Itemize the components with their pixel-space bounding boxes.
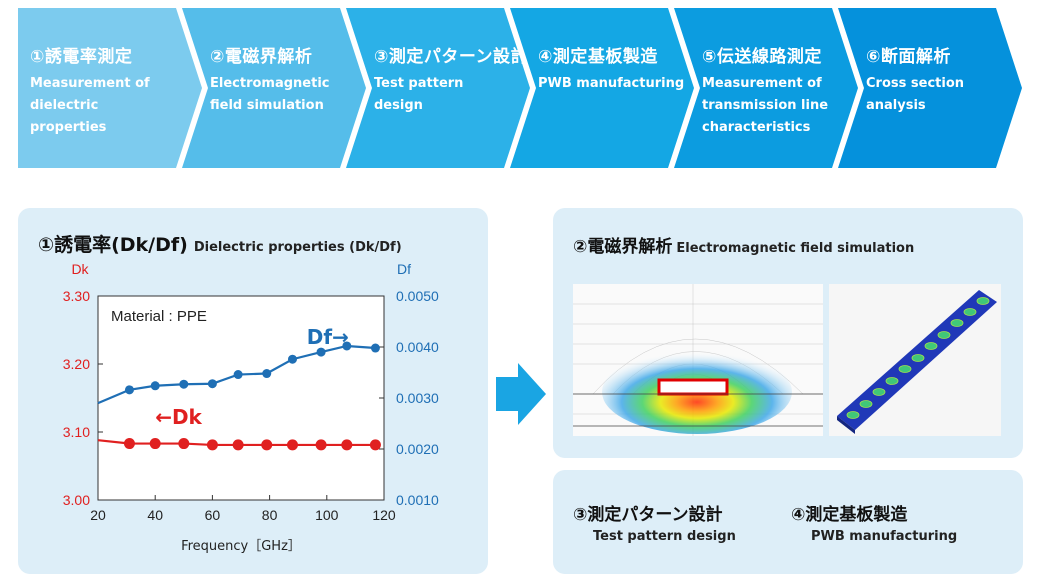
data-point-df <box>150 381 160 391</box>
em-panel-title: ②電磁界解析 Electromagnetic field simulation <box>573 232 914 257</box>
em-title-en: Electromagnetic field simulation <box>676 241 915 256</box>
em-title-jp: ②電磁界解析 <box>573 237 673 257</box>
process-step-subtitle: Test pattern design <box>374 76 464 113</box>
left-tick-label: 3.20 <box>63 356 90 372</box>
data-point-df <box>342 341 352 351</box>
process-step-title: ①誘電率測定 <box>30 47 133 67</box>
data-point-dk <box>123 438 135 450</box>
process-step-6: ⑥断面解析 Cross section analysis <box>838 8 1022 168</box>
process-steps: ①誘電率測定 Measurement of dielectric propert… <box>18 8 1023 168</box>
right-tick-label: 0.0050 <box>396 288 439 304</box>
dielectric-title-jp: ①誘電率(Dk/Df) <box>38 234 188 256</box>
process-step-4: ④測定基板製造 PWB manufacturing <box>510 8 694 168</box>
process-step-subtitle: Cross section analysis <box>866 76 965 113</box>
x-tick-label: 40 <box>147 507 163 523</box>
x-tick-label: 120 <box>372 507 396 523</box>
x-tick-label: 60 <box>205 507 221 523</box>
right-axis-label: Df <box>397 261 411 277</box>
x-tick-label: 100 <box>315 507 339 523</box>
right-tick-label: 0.0010 <box>396 492 439 508</box>
test-pattern-jp: ③測定パターン設計 <box>573 505 723 525</box>
process-step-subtitle: Measurement of transmission line charact… <box>702 76 829 135</box>
right-tick-label: 0.0020 <box>396 441 439 457</box>
data-point-df <box>316 347 326 357</box>
data-point-df <box>124 385 134 395</box>
test-pattern-item: ③測定パターン設計 Test pattern design <box>573 500 736 544</box>
data-point-df <box>287 354 297 364</box>
series-label-dk: ←Dk <box>155 405 202 429</box>
process-step-title: ④測定基板製造 <box>538 47 658 67</box>
left-axis-label: Dk <box>71 261 89 277</box>
data-point-dk <box>369 439 381 451</box>
process-step-subtitle: Measurement of dielectric properties <box>30 76 150 135</box>
process-step-title: ⑥断面解析 <box>866 47 951 67</box>
process-step-subtitle: Electromagnetic field simulation <box>210 76 330 113</box>
data-point-df <box>370 343 380 353</box>
data-point-df <box>262 369 272 379</box>
dielectric-panel-title: ①誘電率(Dk/Df) Dielectric properties (Dk/Df) <box>38 230 402 257</box>
pwb-item: ④測定基板製造 PWB manufacturing <box>791 500 957 544</box>
process-step-2: ②電磁界解析 Electromagnetic field simulation <box>182 8 366 168</box>
left-tick-label: 3.10 <box>63 424 90 440</box>
pattern-pwb-panel: ③測定パターン設計 Test pattern design ④測定基板製造 PW… <box>553 470 1023 574</box>
x-tick-label: 80 <box>262 507 278 523</box>
process-step-5: ⑤伝送線路測定 Measurement of transmission line… <box>674 8 858 168</box>
dk-df-chart: 20 40 60 80 100 120 Frequency［GHz］ 3.00 3.10 3.20… <box>63 261 439 554</box>
x-axis-label: Frequency［GHz］ <box>181 539 301 554</box>
process-step-3: ③測定パターン設計 Test pattern design <box>346 8 530 168</box>
pwb-jp: ④測定基板製造 <box>791 505 908 525</box>
process-step-title: ②電磁界解析 <box>210 47 313 67</box>
data-point-dk <box>149 438 161 450</box>
data-point-df <box>233 370 243 380</box>
flow-arrow-icon <box>496 363 546 425</box>
data-point-dk <box>206 439 218 451</box>
3d-line-model-image <box>829 284 1001 436</box>
test-pattern-en: Test pattern design <box>593 529 736 544</box>
left-tick-label: 3.00 <box>63 492 90 508</box>
dielectric-title-en: Dielectric properties (Dk/Df) <box>193 240 402 255</box>
data-point-dk <box>261 439 273 451</box>
material-annotation: Material : PPE <box>111 308 207 325</box>
data-point-dk <box>286 439 298 451</box>
data-point-dk <box>315 439 327 451</box>
series-label-df: Df→ <box>307 325 349 349</box>
right-tick-label: 0.0030 <box>396 390 439 406</box>
left-tick-label: 3.30 <box>63 288 90 304</box>
process-step-subtitle: PWB manufacturing <box>538 76 685 91</box>
process-step-title: ⑤伝送線路測定 <box>702 47 822 67</box>
data-point-dk <box>178 438 190 450</box>
field-contour-image <box>573 284 823 436</box>
process-step-1: ①誘電率測定 Measurement of dielectric propert… <box>18 8 202 168</box>
data-point-df <box>179 379 189 389</box>
x-tick-label: 20 <box>90 507 106 523</box>
em-simulation-panel: ②電磁界解析 Electromagnetic field simulation <box>553 208 1023 458</box>
data-point-df <box>207 379 217 389</box>
plot-area <box>97 295 385 501</box>
pwb-en: PWB manufacturing <box>811 529 958 544</box>
right-tick-label: 0.0040 <box>396 339 439 355</box>
process-step-title: ③測定パターン設計 <box>374 47 529 67</box>
data-point-dk <box>341 439 353 451</box>
data-point-dk <box>232 439 244 451</box>
